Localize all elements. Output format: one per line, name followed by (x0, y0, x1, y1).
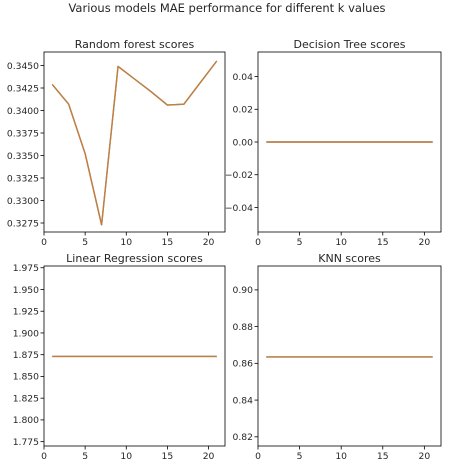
linear-regression-y-tick-label: 1.900 (13, 328, 39, 339)
linear-regression-y-tick-label: 1.875 (13, 350, 39, 361)
random-forest-y-tick-label: 0.3300 (7, 196, 39, 207)
decision-tree-x-tick-label: 5 (297, 237, 303, 248)
random-forest-y-tick-label: 0.3325 (7, 173, 39, 184)
random-forest-series-line-2 (51, 60, 218, 226)
decision-tree-title: Decision Tree scores (293, 38, 405, 51)
linear-regression-title: Linear Regression scores (66, 252, 203, 265)
knn-axes-frame (257, 265, 442, 447)
linear-regression-x-tick-label: 0 (41, 451, 47, 462)
random-forest-series-line-1 (51, 60, 218, 226)
figure-suptitle: Various models MAE performance for diffe… (68, 1, 385, 15)
random-forest-y-tick-label: 0.3350 (7, 151, 39, 162)
linear-regression-x-tick-label: 5 (82, 451, 88, 462)
linear-regression-y-tick-label: 1.850 (13, 372, 39, 383)
decision-tree-subplot: Decision Tree scores 0 5 10 15 20 −0.04 −0.02 0.… (225, 38, 442, 248)
linear-regression-y-tick-label: 1.975 (13, 263, 39, 274)
knn-subplot: KNN scores 0 5 10 15 20 0.82 0.84 0.86 0.88 0.90 (233, 252, 442, 462)
knn-x-tick-label: 0 (255, 451, 261, 462)
random-forest-y-tick-label: 0.3275 (7, 218, 39, 229)
decision-tree-x-tick-label: 0 (255, 237, 261, 248)
knn-y-tick-label: 0.88 (233, 322, 254, 333)
random-forest-title: Random forest scores (75, 38, 195, 51)
knn-x-tick-label: 20 (419, 451, 431, 462)
knn-y-tick-label: 0.84 (233, 395, 254, 406)
knn-y-tick-label: 0.90 (233, 285, 254, 296)
knn-x-tick-label: 5 (297, 451, 303, 462)
random-forest-y-tick-label: 0.3375 (7, 128, 39, 139)
decision-tree-x-tick-label: 10 (335, 237, 347, 248)
decision-tree-y-tick-label: 0.04 (233, 72, 254, 83)
random-forest-x-tick-label: 5 (82, 237, 88, 248)
random-forest-x-tick-label: 0 (41, 237, 47, 248)
decision-tree-y-tick-label: −0.04 (225, 203, 253, 214)
knn-x-tick-label: 10 (335, 451, 347, 462)
linear-regression-y-tick-label: 1.800 (13, 415, 39, 426)
random-forest-x-tick-label: 10 (120, 237, 132, 248)
linear-regression-y-tick-label: 1.775 (13, 437, 39, 448)
knn-x-tick-label: 15 (377, 451, 389, 462)
random-forest-x-tick-label: 15 (162, 237, 174, 248)
linear-regression-subplot: Linear Regression scores 0 5 10 15 20 1.775 1.8… (13, 252, 226, 462)
linear-regression-y-tick-label: 1.925 (13, 307, 39, 318)
random-forest-axes-frame (43, 51, 226, 233)
knn-title: KNN scores (318, 252, 381, 265)
linear-regression-x-tick-label: 10 (120, 451, 132, 462)
random-forest-subplot: Random forest scores 0 5 10 15 20 0.3275 0.3300… (7, 38, 226, 248)
decision-tree-y-tick-label: 0.02 (233, 105, 253, 116)
linear-regression-x-tick-label: 20 (203, 451, 215, 462)
random-forest-x-tick-label: 20 (203, 237, 215, 248)
linear-regression-y-tick-label: 1.950 (13, 285, 39, 296)
random-forest-y-tick-label: 0.3400 (7, 106, 39, 117)
linear-regression-x-tick-label: 15 (162, 451, 174, 462)
linear-regression-axes-frame (43, 265, 226, 447)
knn-y-tick-label: 0.82 (233, 432, 253, 443)
knn-y-tick-label: 0.86 (233, 359, 254, 370)
linear-regression-y-tick-label: 1.825 (13, 393, 39, 404)
decision-tree-y-tick-label: 0.00 (233, 137, 254, 148)
subplot-grid: Random forest scores 0 5 10 15 20 0.3275 0.3300… (7, 38, 442, 462)
random-forest-y-tick-label: 0.3450 (7, 61, 39, 72)
random-forest-y-tick-label: 0.3425 (7, 83, 39, 94)
decision-tree-y-tick-label: −0.02 (225, 170, 253, 181)
decision-tree-x-tick-label: 20 (419, 237, 431, 248)
decision-tree-x-tick-label: 15 (377, 237, 389, 248)
